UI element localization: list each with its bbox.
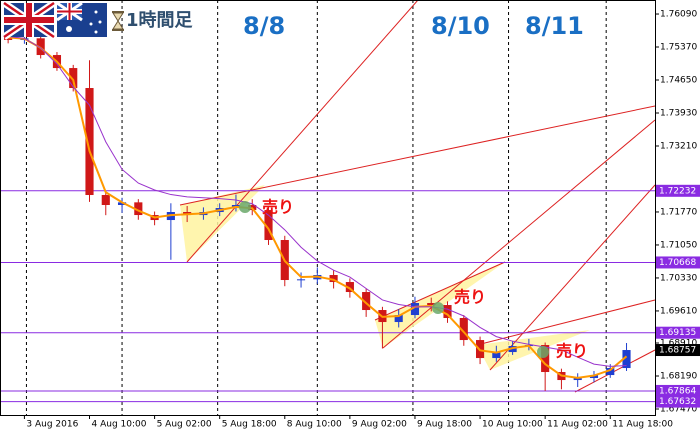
date-annotation: 8/11 xyxy=(525,12,584,40)
sell-marker xyxy=(432,302,444,314)
level-tag xyxy=(656,384,700,397)
candle-body xyxy=(410,303,420,316)
y-tick-label: 1.67470 xyxy=(660,404,697,414)
au-flag xyxy=(56,1,107,37)
candle-body xyxy=(573,378,582,381)
level-tag xyxy=(656,395,700,408)
candle-body xyxy=(606,368,615,376)
candle-body xyxy=(622,350,631,369)
candle-body xyxy=(85,88,94,196)
trend-lines xyxy=(179,0,656,393)
candle-body xyxy=(101,195,110,206)
date-annotation: 8/8 xyxy=(243,12,285,40)
candle-body xyxy=(541,345,550,373)
candle-body xyxy=(329,275,338,283)
trend-line xyxy=(489,184,656,371)
moving-average xyxy=(8,35,627,367)
y-tick-label: 1.69610 xyxy=(660,306,697,316)
x-tick-label: 4 Aug 10:00 xyxy=(92,420,147,430)
level-label: 1.70668 xyxy=(659,258,696,268)
candle-body xyxy=(36,38,45,56)
uk-flag xyxy=(2,0,56,40)
y-tick-label: 1.76090 xyxy=(660,10,697,20)
current-price-label: 1.68757 xyxy=(659,346,696,356)
y-tick-label: 1.74650 xyxy=(660,76,697,86)
x-tick-label: 9 Aug 02:00 xyxy=(352,420,407,430)
x-tick-label: 10 Aug 10:00 xyxy=(482,420,543,430)
current-price-tag xyxy=(656,344,700,357)
moving-average xyxy=(8,36,628,379)
y-tick-label: 1.71050 xyxy=(660,240,697,250)
hourglass-icon xyxy=(112,11,124,31)
candle-body xyxy=(264,210,273,241)
x-tick-label: 11 Aug 02:00 xyxy=(547,420,608,430)
trend-line xyxy=(374,261,506,321)
x-tick-label: 9 Aug 18:00 xyxy=(417,420,472,430)
candle-body xyxy=(427,303,436,306)
candle-body xyxy=(117,202,127,206)
sell-label: 売り xyxy=(262,198,294,217)
level-label: 1.67632 xyxy=(659,397,696,407)
level-label: 1.69135 xyxy=(659,328,696,338)
candle-body xyxy=(362,292,371,311)
level-tag xyxy=(656,326,700,339)
price-marks xyxy=(0,32,655,403)
trend-line xyxy=(179,105,656,206)
plot-frame xyxy=(0,0,656,416)
candle-body xyxy=(296,279,306,281)
candle-body xyxy=(345,282,354,293)
candle-body xyxy=(443,305,452,318)
sell-markers: 売り 売り 売り xyxy=(239,198,588,361)
y-tick-label: 1.71770 xyxy=(660,207,697,217)
y-tick-label: 1.68190 xyxy=(660,372,697,382)
candle-body xyxy=(492,352,501,359)
x-tick-label: 5 Aug 18:00 xyxy=(222,420,277,430)
sell-marker xyxy=(537,346,549,358)
level-tag xyxy=(656,184,700,197)
y-tick-label: 1.68910 xyxy=(660,339,697,349)
y-tick-label: 1.70330 xyxy=(660,273,697,283)
y-tick-label: 1.73930 xyxy=(660,108,697,118)
candle-body xyxy=(134,202,143,216)
level-label: 1.72232 xyxy=(659,186,696,196)
x-tick-label: 3 Aug 2016 xyxy=(26,420,78,430)
sell-label: 売り xyxy=(454,288,486,307)
y-tick-label: 1.73210 xyxy=(660,141,697,151)
level-tag xyxy=(656,256,700,269)
candle-body xyxy=(394,315,403,323)
sell-marker xyxy=(239,201,251,213)
y-tick-label: 1.75370 xyxy=(660,43,697,53)
candle-body xyxy=(69,68,78,89)
level-label: 1.67864 xyxy=(659,386,696,396)
date-annotation: 8/10 xyxy=(431,12,490,40)
trend-line xyxy=(186,0,419,263)
candle-body xyxy=(459,317,468,341)
trend-line xyxy=(382,119,656,349)
trend-line xyxy=(574,349,656,393)
x-tick-label: 5 Aug 02:00 xyxy=(157,420,212,430)
x-tick-label: 11 Aug 18:00 xyxy=(612,420,673,430)
timeframe-label: 1時間足 xyxy=(126,10,193,31)
sell-label: 売り xyxy=(556,342,588,361)
header: 1時間足 8/8 8/10 8/11 xyxy=(2,0,584,40)
trend-line xyxy=(476,299,656,346)
x-tick-label: 8 Aug 10:00 xyxy=(287,420,342,430)
